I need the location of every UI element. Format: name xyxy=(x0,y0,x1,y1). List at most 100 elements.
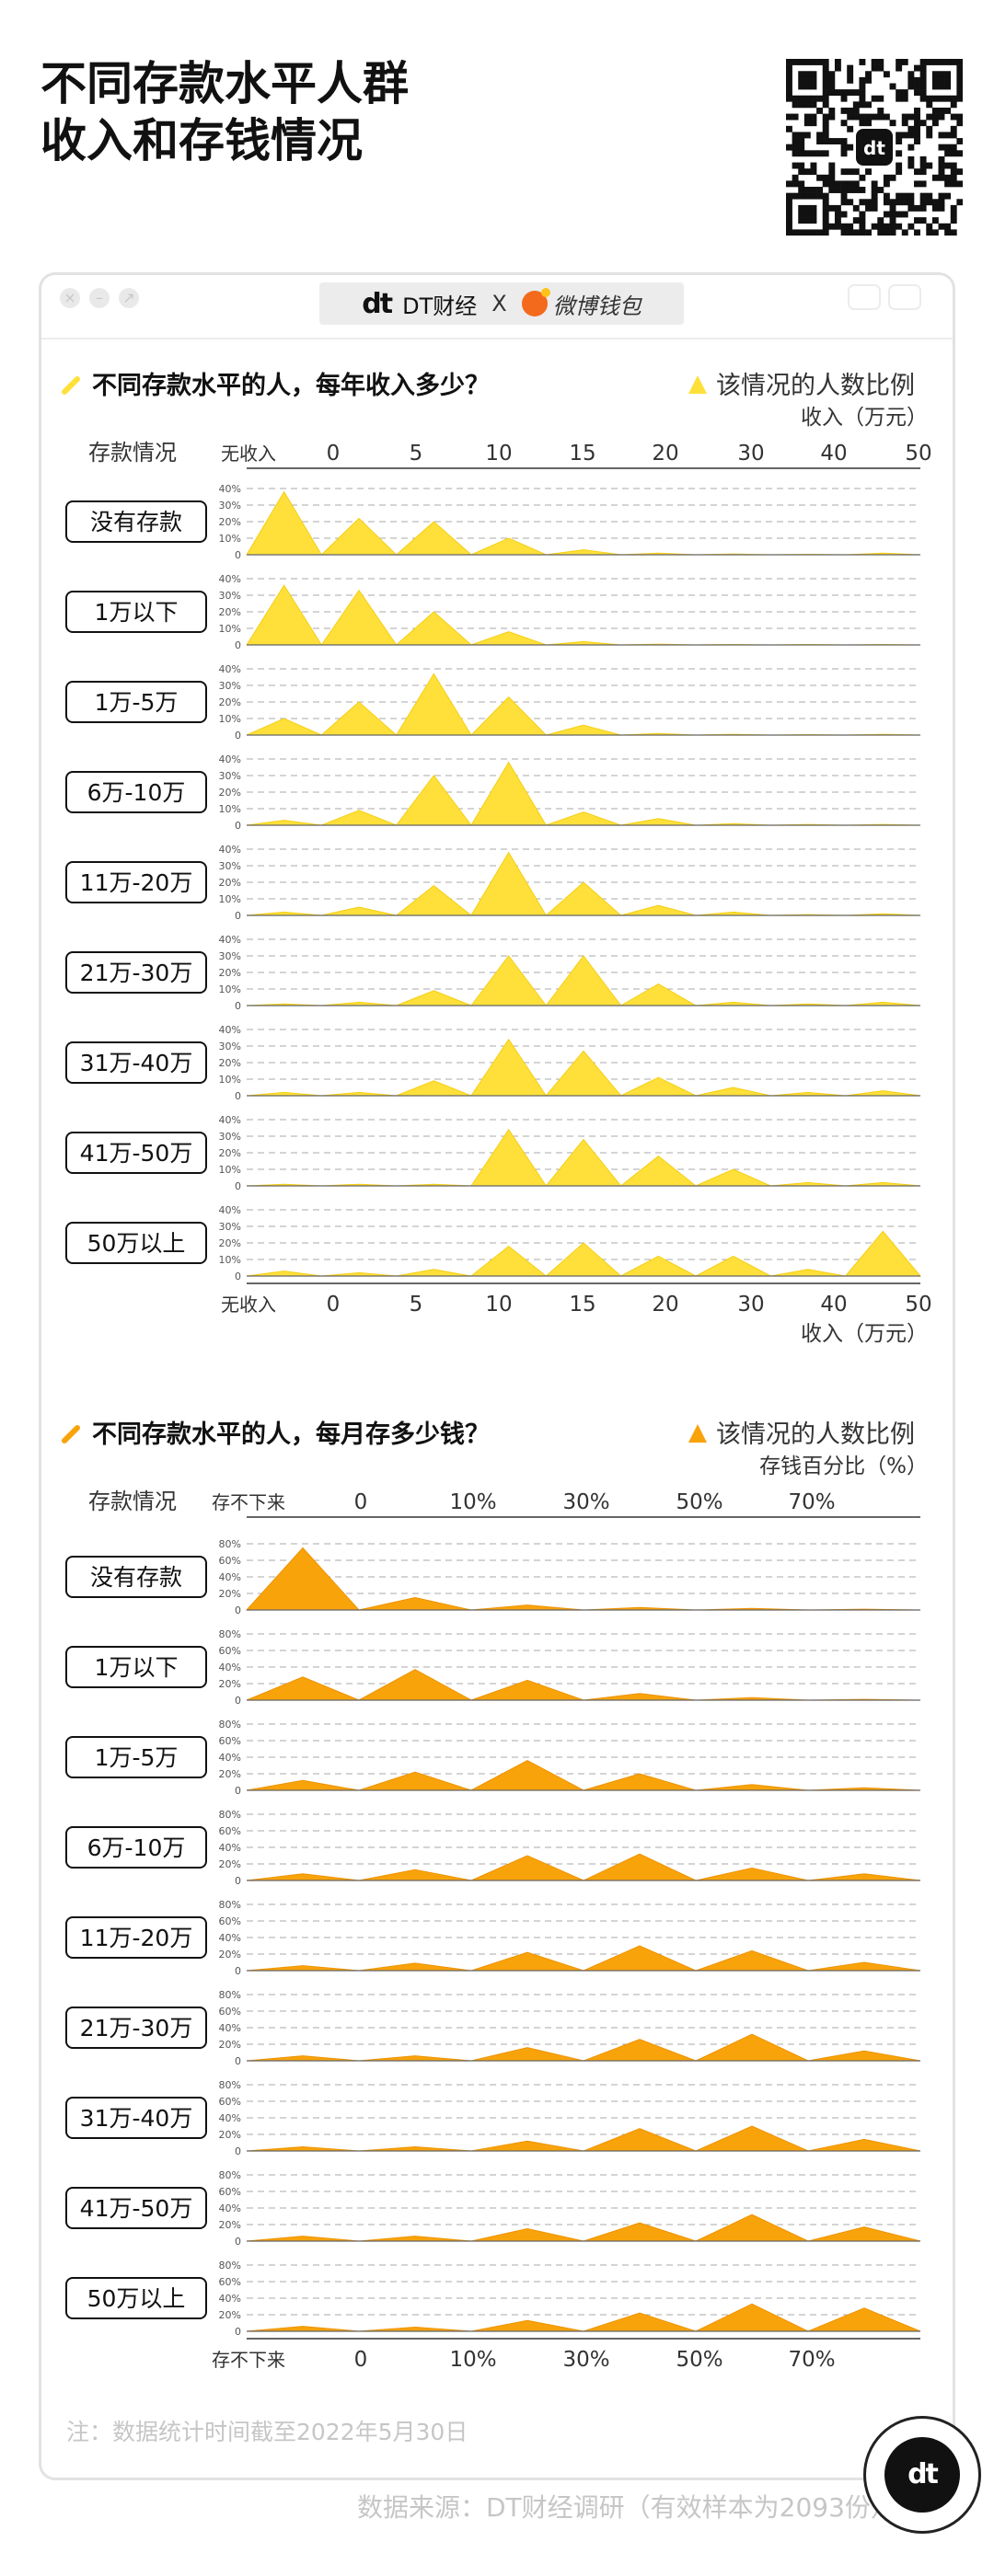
qr-module xyxy=(907,83,915,90)
qr-module xyxy=(786,76,792,84)
qr-module xyxy=(822,101,829,109)
peak-mark xyxy=(619,1155,698,1187)
qr-module xyxy=(834,223,841,230)
qr-module xyxy=(877,107,884,114)
qr-module xyxy=(822,174,829,181)
peak-mark xyxy=(583,2039,697,2062)
qr-module xyxy=(877,217,884,224)
qr-module xyxy=(926,125,933,132)
peak-mark xyxy=(695,2303,809,2332)
row-label-box xyxy=(65,1646,207,1688)
x-tick-label-bottom: 50% xyxy=(676,2348,722,2372)
qr-module xyxy=(786,64,792,72)
peak-mark xyxy=(695,1784,809,1791)
y-tick-label: 20% xyxy=(219,2219,241,2231)
peak-mark xyxy=(358,1596,472,1611)
x-axis-title-bottom: 收入（万元） xyxy=(801,1322,928,1346)
qr-module xyxy=(926,199,933,206)
qr-module xyxy=(822,132,829,139)
qr-module xyxy=(792,174,799,181)
qr-module xyxy=(786,229,792,236)
y-tick-label: 40% xyxy=(219,1932,241,1944)
row-3: 1万-5万 40% 30% 20% 10% 0 xyxy=(65,663,921,742)
qr-module xyxy=(865,229,872,236)
y-tick-label: 0 xyxy=(235,1271,241,1282)
qr-module xyxy=(871,192,878,200)
qr-module xyxy=(901,199,908,206)
qr-module xyxy=(810,229,817,236)
qr-module xyxy=(792,150,799,157)
y-tick-label: 10% xyxy=(219,1164,241,1176)
qr-module xyxy=(901,229,908,236)
y-tick-label: 10% xyxy=(219,803,241,815)
qr-module xyxy=(914,76,920,84)
peak-mark xyxy=(469,1245,548,1277)
qr-module xyxy=(919,180,927,188)
qr-module xyxy=(834,64,841,72)
peak-mark xyxy=(807,2226,921,2242)
y-tick-label: 0 xyxy=(235,2055,241,2067)
qr-module xyxy=(798,204,805,212)
qr-module xyxy=(828,76,836,84)
qr-module xyxy=(803,59,811,65)
qr-module xyxy=(852,217,860,224)
peak-mark xyxy=(470,1679,584,1701)
x-tick-label-bottom: 30 xyxy=(737,1293,764,1317)
peak-mark xyxy=(396,990,472,1006)
expand-icon: ↗ xyxy=(119,288,139,308)
qr-module xyxy=(926,113,933,121)
qr-module xyxy=(840,192,848,200)
x-tick-label-bottom: 30% xyxy=(562,2348,609,2372)
qr-module xyxy=(803,168,811,176)
y-tick-label: 60% xyxy=(219,1915,241,1927)
y-tick-label: 40% xyxy=(219,1024,241,1036)
y-tick-label: 0 xyxy=(235,1604,241,1616)
y-tick-label: 20% xyxy=(219,1057,241,1069)
qr-module xyxy=(901,59,908,65)
qr-module xyxy=(798,95,805,102)
qr-module xyxy=(871,180,878,188)
qr-module xyxy=(816,187,824,193)
qr-module xyxy=(792,180,799,188)
y-tick-label: 20% xyxy=(219,1768,241,1780)
qr-module xyxy=(840,89,848,97)
qr-module xyxy=(828,174,836,181)
row-label: 11万-20万 xyxy=(80,1925,193,1951)
y-tick-label: 0 xyxy=(235,1180,241,1192)
qr-module xyxy=(792,132,799,139)
qr-module xyxy=(950,101,957,109)
qr-module xyxy=(907,113,915,121)
peak-mark xyxy=(807,2138,921,2152)
qr-module xyxy=(786,204,792,212)
qr-module xyxy=(926,162,933,169)
peak-mark xyxy=(620,1255,697,1277)
qr-module xyxy=(883,223,890,230)
qr-module xyxy=(889,120,896,127)
qr-module xyxy=(859,223,866,230)
peak-mark xyxy=(807,2307,921,2332)
y-tick-label: 60% xyxy=(219,1735,241,1747)
qr-module xyxy=(889,211,896,218)
qr-module xyxy=(938,192,945,200)
x-tick-label-top: 70% xyxy=(788,1490,835,1514)
qr-module xyxy=(944,76,952,84)
y-tick-label: 40% xyxy=(219,1571,241,1583)
qr-module xyxy=(786,125,792,132)
qr-module xyxy=(919,162,927,169)
qr-module xyxy=(822,59,829,65)
peak-mark xyxy=(358,1962,472,1972)
y-tick-label: 20% xyxy=(219,1858,241,1870)
qr-module xyxy=(828,83,836,90)
qr-module xyxy=(822,120,829,127)
legend-triangle-icon xyxy=(688,1424,707,1443)
qr-module xyxy=(871,199,878,206)
qr-module xyxy=(907,199,915,206)
qr-module xyxy=(816,138,824,144)
qr-module xyxy=(792,192,799,200)
qr-module xyxy=(877,187,884,193)
qr-module xyxy=(896,95,903,102)
qr-module xyxy=(883,113,890,121)
qr-module xyxy=(883,199,890,206)
qr-module xyxy=(798,71,805,78)
peak-mark xyxy=(246,718,322,736)
